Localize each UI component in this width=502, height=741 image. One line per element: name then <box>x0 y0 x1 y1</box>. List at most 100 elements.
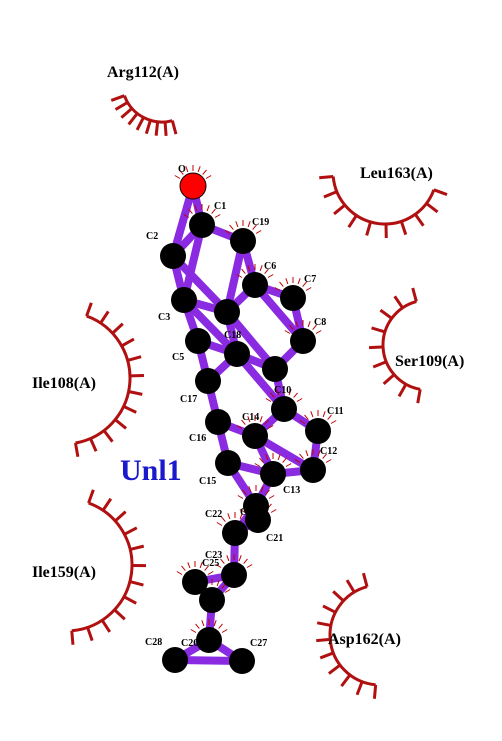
contact-spoke <box>211 208 216 214</box>
contact-spoke <box>270 392 275 398</box>
ligand-atoms <box>160 172 331 674</box>
contact-spoke <box>197 166 201 173</box>
contact-spoke <box>288 389 292 396</box>
contact-spoke <box>221 516 226 522</box>
contact-spokes-C13 <box>254 453 292 467</box>
contact-spoke <box>297 278 301 285</box>
contact-spoke <box>267 425 274 429</box>
residue-arc-tick <box>382 373 396 386</box>
atom-c14 <box>242 423 268 449</box>
atom-label-c12: C12 <box>320 446 337 457</box>
contact-spoke <box>201 620 205 627</box>
contact-spokes-C25 <box>176 561 214 575</box>
contact-spoke <box>215 564 222 568</box>
residue-arc-tick <box>414 213 425 227</box>
residue-arc-tick <box>163 121 168 136</box>
contact-spoke <box>243 558 248 564</box>
contact-spoke <box>195 623 200 629</box>
contact-spoke <box>190 629 197 633</box>
contact-spokes-O <box>174 165 212 179</box>
residue-arc-tick <box>114 101 129 111</box>
contact-spoke <box>220 558 225 564</box>
residue-arc-tick <box>110 94 125 102</box>
atom-c24 <box>199 587 225 613</box>
contact-spoke <box>317 450 321 457</box>
contact-spoke <box>312 324 317 330</box>
residue-label-ser109: Ser109(A) <box>395 353 464 370</box>
contact-spoke <box>315 330 322 334</box>
residue-arc-tick <box>85 302 93 317</box>
residue-arc-tick <box>114 418 128 430</box>
residue-arc-tick <box>322 604 337 614</box>
atom-label-c1: C1 <box>214 201 226 212</box>
contact-spokes-C26 <box>190 619 228 633</box>
contact-spoke <box>187 562 191 569</box>
atom-c27 <box>229 648 255 674</box>
residue-arc-tick <box>316 621 332 627</box>
contact-spoke <box>202 169 207 175</box>
residue-arc-tick <box>333 203 346 216</box>
residue-arc-tick <box>372 360 387 369</box>
contact-spoke <box>206 205 210 212</box>
contact-spoke <box>213 620 217 627</box>
contact-spoke <box>307 321 311 328</box>
residue-arc-tick <box>101 497 113 512</box>
atom-label-c21: C21 <box>266 533 283 544</box>
contact-spokes-C23 <box>215 554 253 568</box>
residue-arc-tick <box>345 579 356 593</box>
residue-arc-tick <box>361 572 369 588</box>
residue-arc-tick <box>123 595 137 605</box>
residue-arc-ile108 <box>73 302 145 458</box>
contact-spoke <box>259 265 263 272</box>
residue-arc-tick <box>433 188 448 196</box>
residue-arc-tick <box>123 526 138 536</box>
contact-spoke <box>304 414 309 420</box>
residue-arc-tick <box>86 626 94 642</box>
atom-c5 <box>185 328 211 354</box>
contact-spoke <box>199 562 203 569</box>
contact-spoke <box>181 565 186 571</box>
atom-label-c10: C10 <box>274 385 291 396</box>
contact-spoke <box>221 583 226 589</box>
atom-label-c13: C13 <box>283 485 300 496</box>
atom-c3 <box>171 287 197 313</box>
atom-c1 <box>189 212 215 238</box>
contact-spoke <box>305 450 309 457</box>
residue-arc-tick <box>397 383 408 398</box>
contact-spoke <box>299 420 306 424</box>
residue-label-ile159: Ile159(A) <box>32 564 96 581</box>
residue-arc-tick <box>111 322 124 335</box>
atom-c21 <box>245 507 271 533</box>
residue-arc-tick <box>89 437 98 452</box>
contact-spoke <box>267 274 274 278</box>
atom-c28 <box>162 647 188 673</box>
contact-spoke <box>325 459 332 463</box>
contact-spokes-C6 <box>236 264 274 278</box>
contact-spoke <box>248 486 252 493</box>
contact-spoke <box>268 495 275 499</box>
contact-spoke <box>274 287 281 291</box>
residue-arc-tick <box>120 337 135 348</box>
contact-spoke <box>179 169 184 175</box>
atom-label-c8: C8 <box>314 317 326 328</box>
residue-arc-tick <box>70 630 75 645</box>
atom-c7 <box>280 285 306 311</box>
contact-spoke <box>279 281 284 287</box>
residue-arc-tick <box>416 389 422 404</box>
contact-spoke <box>237 495 244 499</box>
contact-spoke <box>235 221 239 228</box>
contact-spoke <box>204 565 209 571</box>
contact-spoke <box>224 589 231 593</box>
contact-spoke <box>285 463 292 467</box>
residue-arc-tick <box>99 310 110 324</box>
atom-c2 <box>160 243 186 269</box>
atom-label-c11: C11 <box>327 406 344 417</box>
residue-arc-tick <box>87 489 95 504</box>
atom-label-c22: C22 <box>205 509 222 520</box>
contact-spoke <box>241 419 246 425</box>
contact-spoke <box>174 175 181 179</box>
atom-label-o: O <box>178 164 186 175</box>
atom-c6 <box>242 272 268 298</box>
contact-spoke <box>259 416 263 423</box>
atom-label-c28: C28 <box>145 637 162 648</box>
